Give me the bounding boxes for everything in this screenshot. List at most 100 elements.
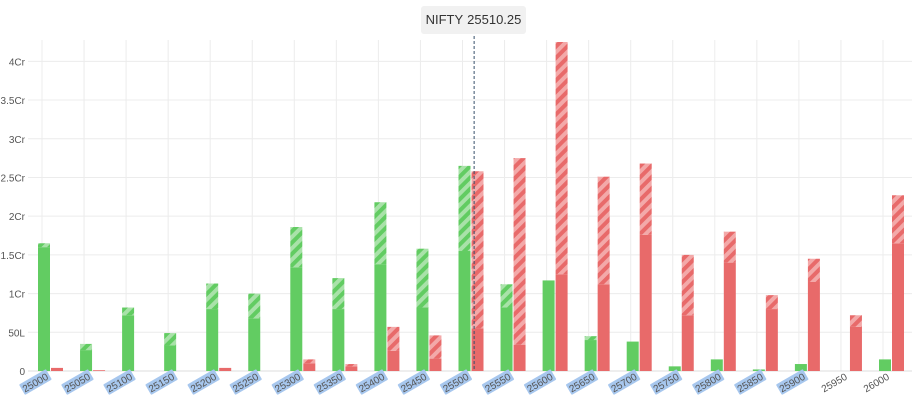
call-oi-change-bar: [416, 248, 429, 308]
put-oi-bar: [51, 367, 63, 371]
x-tick: 25150: [145, 369, 178, 395]
call-oi-change-bar: [500, 284, 513, 308]
put-oi-change-bar: [429, 335, 442, 359]
put-oi-bar: [513, 344, 526, 371]
x-tick-label: 26000: [862, 372, 892, 396]
call-oi-change-bar: [584, 336, 597, 341]
call-oi-change-bar: [164, 333, 177, 346]
put-oi-bar: [597, 284, 610, 371]
call-oi-change-bar: [80, 343, 93, 351]
put-oi-bar: [345, 366, 358, 371]
put-oi-change-bar: [471, 171, 484, 329]
x-tick: 25550: [481, 369, 515, 395]
x-tick-highlight: [566, 369, 599, 395]
call-oi-change-bar: [332, 278, 345, 310]
x-tick-highlight: [271, 369, 304, 395]
put-oi-change-bar: [513, 158, 526, 345]
y-tick-label: 50L: [8, 328, 25, 339]
x-tick-highlight: [734, 369, 767, 395]
x-tick: 25700: [608, 369, 641, 395]
x-tick: 25300: [271, 369, 304, 395]
y-tick-label: 3Cr: [9, 135, 26, 146]
x-tick: 25900: [776, 369, 809, 395]
put-oi-change-bar: [807, 258, 820, 282]
call-oi-bar: [794, 364, 807, 371]
x-tick-highlight: [608, 369, 641, 395]
put-oi-bar: [849, 326, 862, 371]
put-oi-change-bar: [765, 295, 778, 310]
put-oi-bar: [555, 274, 568, 371]
call-oi-bar: [206, 309, 219, 371]
call-oi-change-bar: [458, 165, 471, 252]
put-oi-change-bar: [681, 254, 694, 316]
call-oi-bar: [332, 309, 345, 371]
x-tick: 25500: [439, 369, 472, 395]
call-oi-change-bar: [122, 307, 135, 316]
x-tick-highlight: [692, 369, 725, 395]
x-axis: 25000 25050 25100 25150 25200 25250 25300 25350…: [19, 369, 892, 396]
call-oi-bar: [626, 341, 639, 371]
put-oi-bar: [681, 315, 694, 371]
y-axis: 0 50L 1Cr 1.5Cr 2Cr 2.5Cr 3Cr 3.5Cr 4Cr: [1, 57, 26, 378]
put-oi-bar: [639, 234, 652, 371]
x-tick: 26000: [862, 372, 892, 396]
put-oi-change-bar: [639, 163, 652, 235]
x-tick-highlight: [776, 369, 809, 395]
x-tick: 25450: [397, 369, 430, 395]
call-oi-change-bar: [206, 283, 219, 310]
put-oi-bar: [219, 367, 232, 371]
x-tick: 25400: [355, 369, 388, 395]
call-oi-change-bar: [374, 202, 387, 265]
y-tick-label: 4Cr: [9, 57, 26, 68]
x-tick-highlight: [397, 369, 430, 395]
x-tick-highlight: [61, 369, 94, 395]
put-oi-bar: [807, 281, 820, 371]
x-tick: 25250: [229, 369, 262, 395]
call-oi-bar: [458, 251, 471, 371]
x-tick: 25100: [103, 369, 136, 395]
x-tick-highlight: [19, 369, 52, 395]
x-tick-label: 25950: [820, 372, 850, 396]
put-oi-change-bar: [723, 231, 736, 263]
call-oi-bar: [584, 340, 597, 371]
y-tick-label: 2.5Cr: [1, 173, 26, 184]
put-oi-bar: [429, 358, 442, 371]
put-oi-bar: [723, 262, 736, 371]
call-oi-bar: [290, 267, 303, 371]
y-tick-label: 0: [19, 367, 25, 378]
put-oi-change-bar: [303, 359, 316, 364]
spot-symbol: NIFTY: [425, 12, 464, 27]
put-oi-bar: [892, 243, 904, 371]
x-tick: 25600: [523, 369, 557, 395]
put-oi-change-bar: [345, 364, 358, 367]
x-tick: 25350: [313, 369, 346, 395]
y-tick-label: 1.5Cr: [1, 251, 26, 262]
x-tick: 25850: [734, 369, 767, 395]
call-oi-bar: [38, 247, 50, 371]
x-tick-highlight: [439, 369, 472, 395]
put-oi-bar: [303, 363, 316, 371]
call-oi-bar: [80, 350, 93, 371]
call-oi-bar: [710, 359, 723, 371]
call-oi-bar: [374, 264, 387, 371]
spot-price: 25510.25: [467, 12, 522, 27]
put-oi-bar: [765, 309, 778, 371]
x-tick-highlight: [523, 369, 557, 395]
call-oi-bar: [879, 359, 891, 371]
call-oi-change-bar: [38, 243, 50, 248]
call-oi-bar: [500, 307, 513, 371]
x-tick: 25950: [820, 372, 850, 396]
put-oi-change-bar: [387, 326, 400, 351]
put-oi-bar: [93, 370, 106, 371]
x-tick-highlight: [187, 369, 220, 395]
call-oi-bar: [164, 345, 177, 371]
bars: [38, 42, 904, 371]
put-oi-change-bar: [597, 176, 610, 285]
call-oi-bar: [122, 315, 135, 371]
call-oi-bar: [416, 307, 429, 371]
call-oi-bar: [542, 280, 555, 371]
x-tick: 25200: [187, 369, 220, 395]
x-tick-highlight: [229, 369, 262, 395]
x-tick-highlight: [145, 369, 178, 395]
